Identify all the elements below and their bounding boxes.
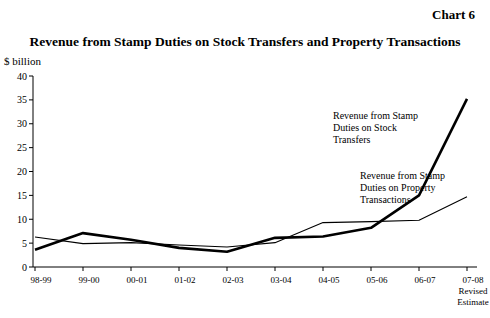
- x-tick: [323, 267, 324, 271]
- x-tick-label: 04-05: [319, 275, 340, 285]
- y-tick: [29, 123, 33, 124]
- x-tick: [131, 267, 132, 271]
- text-line: 06-07: [415, 275, 436, 285]
- series-annotation: Revenue from StampDuties on PropertyTran…: [360, 170, 445, 205]
- y-tick: [29, 267, 33, 268]
- x-tick: [83, 267, 84, 271]
- x-tick-label: 02-03: [223, 275, 244, 285]
- title: Revenue from Stamp Duties on Stock Trans…: [30, 34, 461, 49]
- text-line: 03-04: [271, 275, 292, 285]
- x-tick: [419, 267, 420, 271]
- x-tick: [371, 267, 372, 271]
- y-tick: [29, 99, 33, 100]
- x-tick-label: 99-00: [79, 275, 100, 285]
- text-line: 01-02: [175, 275, 196, 285]
- text-line: 02-03: [223, 275, 244, 285]
- x-tick-label: 03-04: [271, 275, 292, 285]
- y-tick-label: 35: [17, 94, 27, 105]
- chart-svg: Chart 6 Revenue from Stamp Duties on Stoc…: [0, 0, 490, 318]
- y-tick-label: 20: [17, 166, 27, 177]
- x-tick: [35, 267, 36, 271]
- y-tick-label: 25: [17, 142, 27, 153]
- x-tick: [227, 267, 228, 271]
- x-tick: [179, 267, 180, 271]
- text-line: 05-06: [367, 275, 388, 285]
- text-line: Revenue from Stamp: [333, 110, 418, 121]
- y-tick: [29, 195, 33, 196]
- series-annotation: Revenue from StampDuties on StockTransfe…: [333, 110, 418, 145]
- x-tick: [467, 267, 468, 271]
- x-tick-label: 07-08RevisedEstimate: [457, 275, 489, 307]
- y-tick: [29, 219, 33, 220]
- text-line: Revenue from Stamp: [360, 170, 445, 181]
- x-tick-label: 05-06: [367, 275, 388, 285]
- series-line: [35, 99, 467, 252]
- y-tick-label: 40: [17, 71, 27, 82]
- y-tick-label: 15: [17, 190, 27, 201]
- y-tick-label: 0: [22, 262, 27, 273]
- y-axis-label: $ billion: [4, 55, 41, 67]
- series-group: [35, 99, 467, 252]
- y-tick: [29, 171, 33, 172]
- y-tick: [29, 243, 33, 244]
- x-tick-label: 06-07: [415, 275, 436, 285]
- text-line: Transfers: [333, 134, 371, 145]
- chart-label: Chart 6: [432, 7, 475, 22]
- chart-container: Chart 6 Revenue from Stamp Duties on Stoc…: [0, 0, 490, 318]
- text-line: Estimate: [457, 297, 489, 307]
- text-line: Duties on Stock: [333, 122, 397, 133]
- x-tick-label: 01-02: [175, 275, 196, 285]
- text-line: Revised: [459, 286, 488, 296]
- x-tick-label: 98-99: [31, 275, 52, 285]
- text-line: 00-01: [127, 275, 148, 285]
- background: [0, 0, 490, 318]
- text-line: Transactions: [360, 194, 411, 205]
- y-tick-label: 5: [22, 238, 27, 249]
- y-tick: [29, 76, 33, 77]
- y-tick: [29, 147, 33, 148]
- y-tick-label: 30: [17, 118, 27, 129]
- text-line: 04-05: [319, 275, 340, 285]
- text-line: 98-99: [31, 275, 52, 285]
- x-axis-line: [33, 267, 477, 268]
- y-tick-label: 10: [17, 214, 27, 225]
- text-line: 99-00: [79, 275, 100, 285]
- x-tick-label: 00-01: [127, 275, 148, 285]
- x-tick: [275, 267, 276, 271]
- text-line: 07-08: [463, 275, 484, 285]
- text-line: Duties on Property: [360, 182, 436, 193]
